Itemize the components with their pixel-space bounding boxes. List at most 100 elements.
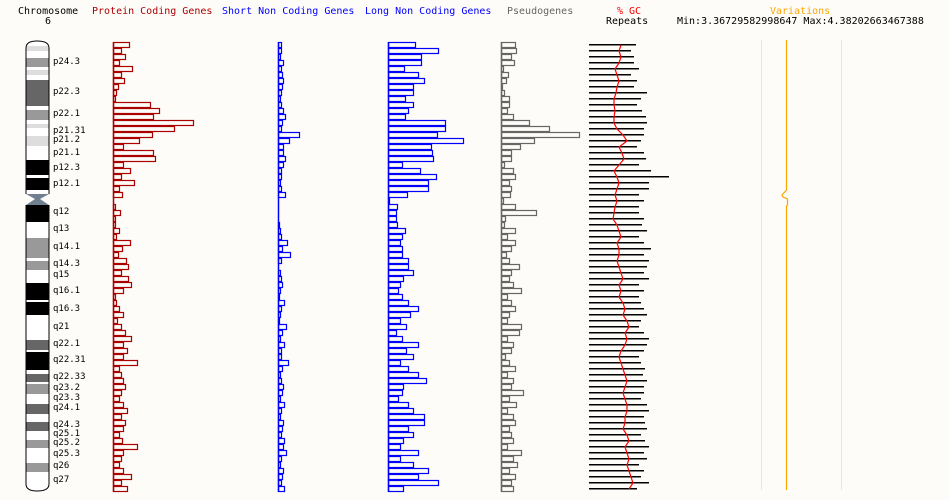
pseudogene-bar: [500, 449, 523, 457]
pseudogene-bar: [500, 335, 509, 343]
repeats-bar: [589, 224, 642, 226]
long-non-coding-bar: [387, 323, 408, 331]
short-non-coding-bar: [277, 71, 284, 79]
repeats-bar: [589, 218, 644, 220]
pseudogene-bar: [500, 125, 551, 133]
short-non-coding-bar: [277, 221, 281, 229]
long-non-coding-bar: [387, 377, 428, 385]
long-non-coding-bar: [387, 275, 405, 283]
protein-coding-bar: [112, 131, 154, 139]
short-non-coding-bar: [277, 59, 285, 67]
short-non-coding-bar: [277, 191, 287, 199]
pseudogene-bar: [500, 467, 511, 475]
pseudogene-bar: [500, 215, 507, 223]
chromosome-band: [26, 404, 49, 414]
protein-coding-bar: [112, 383, 127, 391]
band-label: q27: [53, 475, 70, 485]
pseudogene-bar: [500, 305, 517, 313]
long-non-coding-bar: [387, 209, 398, 217]
chromosome-outline: [25, 205, 50, 492]
long-non-coding-bar: [387, 281, 402, 289]
repeats-bar: [589, 296, 639, 298]
repeats-bar: [589, 170, 651, 172]
pseudogene-bar: [500, 173, 517, 181]
pseudogene-bar: [500, 275, 511, 283]
short-non-coding-bar: [277, 119, 284, 127]
pseudogene-bar: [500, 287, 523, 295]
protein-coding-bar: [112, 263, 130, 271]
pseudogene-bar: [500, 149, 513, 157]
long-non-coding-bar: [387, 245, 404, 253]
pseudogene-bar: [500, 365, 517, 373]
protein-coding-bar: [112, 347, 129, 355]
long-non-coding-bar: [387, 191, 409, 199]
short-non-coding-bar: [277, 311, 282, 319]
pseudogene-bar: [500, 179, 511, 187]
repeats-bar: [589, 428, 647, 430]
band-label: q15: [53, 270, 70, 280]
pseudogene-bar: [500, 131, 581, 139]
long-non-coding-bar: [387, 107, 410, 115]
repeats-bar: [589, 194, 639, 196]
repeats-bar: [589, 164, 639, 166]
long-non-coding-bar: [387, 353, 415, 361]
protein-coding-bar: [112, 251, 120, 259]
long-non-coding-bar: [387, 473, 420, 481]
short-non-coding-bar: [277, 149, 285, 157]
band-label: q22.31: [53, 355, 86, 365]
short-non-coding-bar: [277, 281, 284, 289]
long-non-coding-bar: [387, 143, 433, 151]
short-non-coding-bar: [277, 269, 282, 277]
repeats-bar: [589, 56, 634, 58]
repeats-bar: [589, 230, 647, 232]
chromosome-title: Chromosome: [18, 6, 79, 17]
pseudogene-bar: [500, 245, 513, 253]
chromosome-band: [26, 58, 49, 67]
short-non-coding-bar: [277, 293, 281, 301]
pseudogene-bar: [500, 383, 513, 391]
chromosome-band: [26, 146, 49, 160]
chromosome-band: [26, 270, 49, 283]
repeats-bar: [589, 374, 643, 376]
repeats-bar: [589, 308, 644, 310]
repeats-bar: [589, 356, 639, 358]
protein-coding-bar: [112, 335, 133, 343]
protein-coding-bar: [112, 41, 131, 49]
pseudogene-bar: [500, 311, 511, 319]
long-non-coding-bar: [387, 287, 400, 295]
pseudogene-bar: [500, 353, 507, 361]
pseudogene-bar: [500, 455, 515, 463]
chromosome-band: [26, 190, 49, 194]
protein-coding-bar: [112, 377, 125, 385]
protein-coding-bar: [112, 245, 124, 253]
short-non-coding-bar: [277, 461, 282, 469]
pseudogene-bar: [500, 413, 515, 421]
band-label: q24.1: [53, 403, 81, 413]
long-non-coding-bar: [387, 341, 420, 349]
short-non-coding-bar: [277, 251, 292, 259]
protein-coding-bar: [112, 233, 118, 241]
repeats-bar: [589, 152, 644, 154]
short-non-coding-bar: [277, 185, 283, 193]
band-label: q14.3: [53, 259, 81, 269]
repeats-bar: [589, 320, 641, 322]
protein-coding-bar: [112, 443, 139, 451]
chromosome-band: [26, 300, 49, 302]
chromosome-band: [26, 352, 49, 370]
repeats-bar: [589, 116, 646, 118]
repeats-bar: [589, 278, 649, 280]
long-non-coding-bar: [387, 347, 408, 355]
short-non-coding-bar: [277, 77, 285, 85]
chromosome-band: [26, 46, 49, 51]
band-label: q13: [53, 224, 70, 234]
pseudogene-bar: [500, 389, 525, 397]
pseudogene-bar: [500, 461, 519, 469]
short-non-coding-bar: [277, 407, 283, 415]
repeats-bar: [589, 176, 669, 178]
long-non-coding-bar: [387, 125, 447, 133]
repeats-bar: [589, 464, 639, 466]
chromosome-band: [26, 205, 49, 222]
band-label: q25.1: [53, 429, 81, 439]
protein-coding-bar: [112, 389, 123, 397]
